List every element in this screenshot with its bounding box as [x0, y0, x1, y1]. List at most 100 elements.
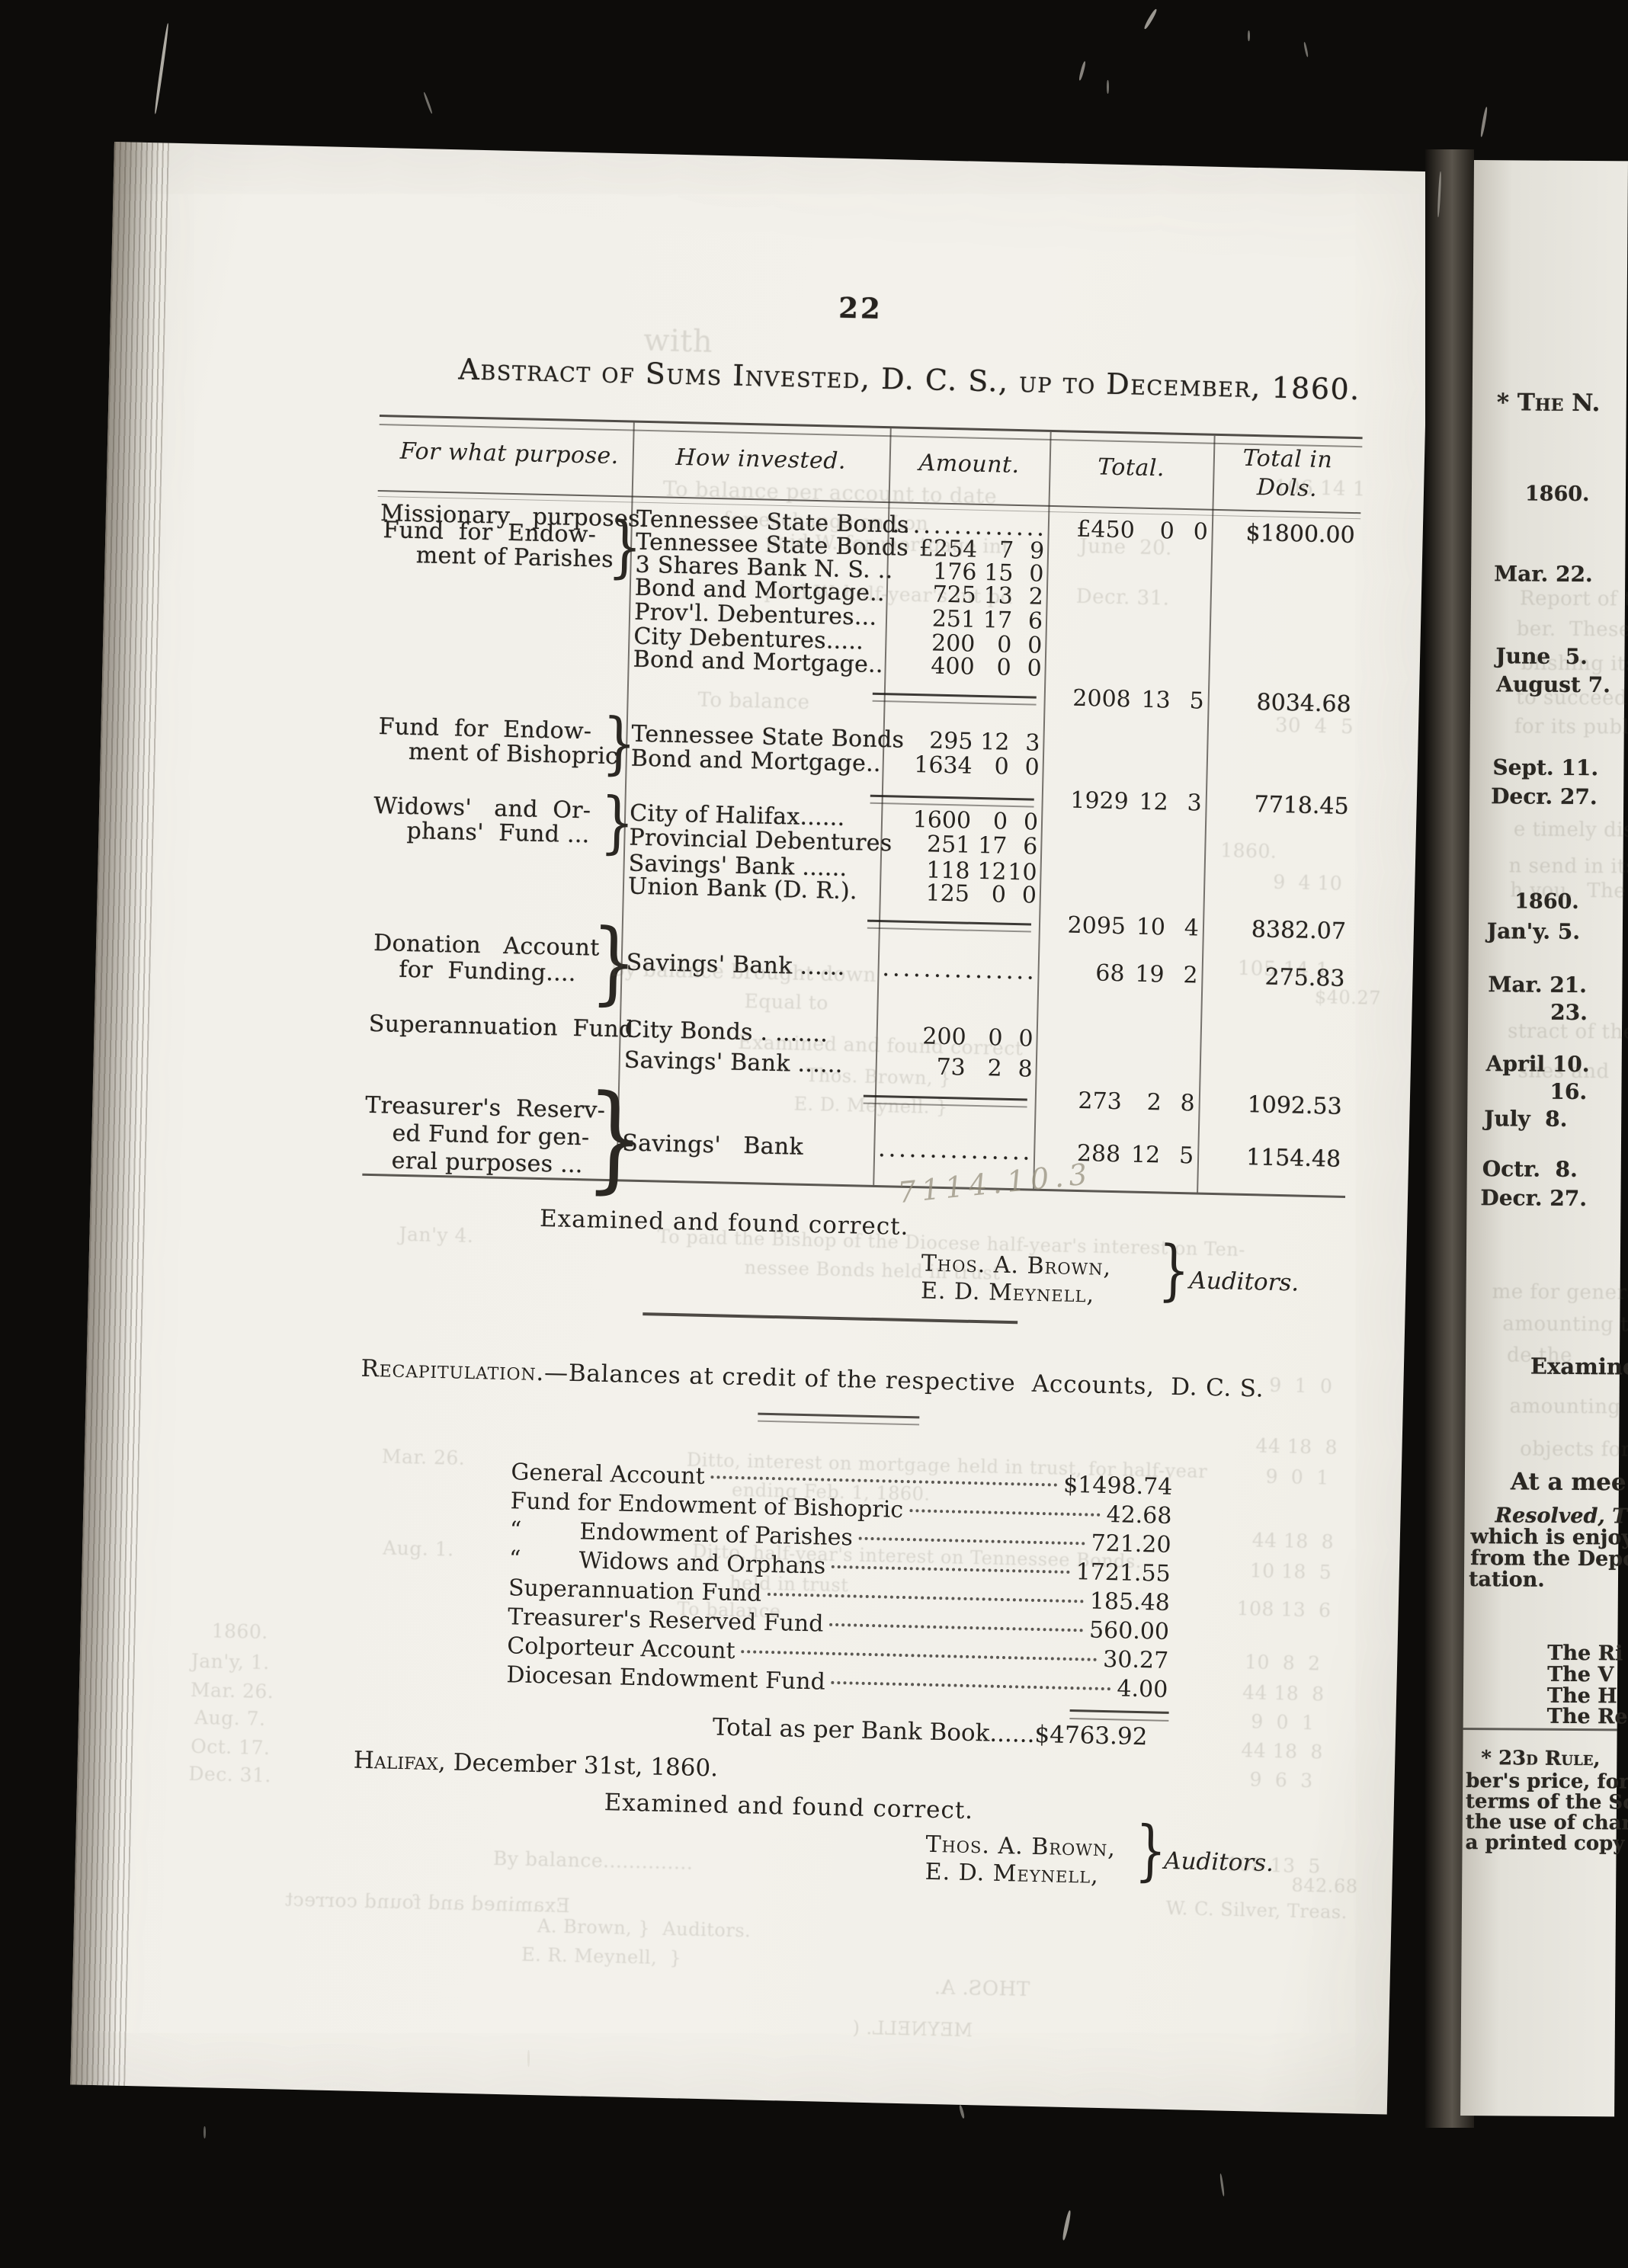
ghost-text: Report of the	[1519, 587, 1628, 611]
recap-value: 185.48	[1089, 1587, 1171, 1616]
total-part: 12	[1139, 788, 1169, 816]
leader-dots	[909, 1509, 1101, 1517]
auditors-label: Auditors.	[1189, 1267, 1300, 1297]
recap-underline	[758, 1412, 920, 1426]
right-page-text: 1860.	[1524, 482, 1590, 507]
dust-speck	[153, 23, 170, 114]
total-part: 19	[1134, 960, 1165, 988]
amount-part: 251	[926, 831, 971, 859]
dust-speck	[1107, 80, 1109, 94]
sum-rule	[872, 692, 1037, 706]
ghost-text: shes and	[1517, 1059, 1610, 1084]
ghost-text: blishing its	[1521, 652, 1628, 676]
ghost-text: Mar. 26.	[190, 1678, 274, 1703]
column-header-dols-1: Total in	[1242, 444, 1333, 474]
bank-book-total-value: $4763.92	[1034, 1720, 1148, 1751]
total-part: 5	[1178, 1142, 1194, 1170]
total-cell: 68 19 2	[1039, 959, 1200, 989]
leader-dots: ...................	[882, 955, 1034, 985]
ghost-text: 108 13 6	[1236, 1597, 1332, 1622]
ghost-text: with	[643, 322, 713, 360]
dateline: Halifax, December 31st, 1860.	[353, 1747, 718, 1783]
purpose-cell: ment of Bishopric	[408, 738, 619, 770]
ghost-text: 9 1 0	[1269, 1373, 1333, 1398]
dateline-date: December 31st, 1860.	[445, 1748, 719, 1783]
column-header-total: Total.	[1097, 453, 1165, 482]
book-page-left: 22 Abstract of Sums Invested, D. C. S., …	[70, 142, 1431, 2115]
total-part: 5	[1189, 687, 1205, 715]
dust-speck	[204, 2126, 206, 2138]
right-page-text: July 8.	[1484, 1106, 1568, 1132]
binding-edge	[70, 142, 169, 2086]
ghost-text: stract of the	[1507, 1020, 1628, 1044]
dust-speck	[1303, 41, 1309, 58]
total-cell: 2008 13 5	[1045, 684, 1206, 715]
ghost-text: for its publi-	[1514, 715, 1628, 739]
leader-dots	[741, 1650, 1098, 1661]
invested-cell: Bond and Mortgage..	[633, 645, 884, 679]
recap-heading: Recapitulation.—Balances at credit of th…	[361, 1355, 1345, 1405]
right-page-text: * 23d Rule,	[1481, 1747, 1601, 1771]
ghost-text: Jan'y 4.	[399, 1222, 474, 1248]
amount-part: 0	[1024, 754, 1040, 781]
amount-part: 17	[977, 831, 1008, 860]
ghost-text: E. R. Meynell, }	[521, 1943, 682, 1969]
total-part: 12	[1130, 1141, 1161, 1169]
ghost-text: Aug. 1.	[382, 1536, 454, 1561]
right-page-text: tation.	[1468, 1567, 1545, 1592]
ghost-text: 842.68	[1291, 1874, 1358, 1898]
purpose-cell: Treasurer's Reserv-	[365, 1091, 606, 1124]
right-page-text: Jan'y. 5.	[1486, 918, 1581, 944]
dust-speck	[527, 2050, 530, 2067]
right-page-text: Decr. 27.	[1480, 1185, 1588, 1212]
dust-speck	[1078, 60, 1087, 82]
amount-part: 0	[1023, 809, 1039, 836]
ghost-text: me for general	[1492, 1280, 1628, 1305]
ghost-text: e timely dis-	[1513, 818, 1628, 842]
ghost-text: Mar. 26.	[381, 1445, 466, 1469]
amount-part: 0	[994, 753, 1010, 780]
ghost-text: Examined and found correct	[284, 1888, 570, 1917]
dollars-cell: $1800.00	[1245, 519, 1356, 549]
ghost-text: h you. The	[1510, 879, 1626, 903]
total-part: 3	[1187, 790, 1203, 817]
ghost-text: 10 8 2	[1244, 1651, 1321, 1675]
ghost-text: for exchange on Lon	[723, 508, 929, 535]
ghost-text: By balance..............	[492, 1847, 694, 1874]
amount-part: 1634	[913, 751, 973, 780]
column-header-amount: Amount.	[918, 450, 1021, 479]
recap-value: 42.68	[1106, 1501, 1172, 1530]
page-number: 22	[838, 290, 883, 325]
ghost-text: amounting to	[1502, 1312, 1628, 1337]
dateline-city: Halifax,	[353, 1746, 447, 1776]
dollars-cell: 7718.45	[1254, 791, 1350, 820]
total-part: 10	[1136, 913, 1166, 941]
auditor-name-3: Thos. A. Brown,	[925, 1831, 1117, 1863]
dust-speck	[1061, 2209, 1072, 2241]
leader-dots	[831, 1680, 1111, 1691]
recap-value: 30.27	[1102, 1645, 1169, 1674]
total-part: 2008	[1072, 684, 1132, 713]
ghost-text: To balance	[677, 1598, 781, 1623]
amount-cell: 400 0 0	[886, 652, 1043, 682]
invested-cell: Union Bank (D. R.).	[627, 873, 858, 905]
total-part: 2	[1183, 962, 1198, 989]
ghost-text: held in trust	[729, 1571, 849, 1597]
total-cell: 273 2 8	[1036, 1087, 1197, 1117]
recap-sum-rule	[1069, 1709, 1169, 1722]
amount-part: 0	[992, 808, 1008, 835]
amount-part: 2	[1028, 583, 1044, 610]
recap-heading-rest: —Balances at credit of the respective Ac…	[543, 1359, 1264, 1403]
total-part: 2	[1146, 1089, 1162, 1116]
right-page-text: Decr. 27.	[1491, 783, 1598, 810]
ghost-text: amounting	[1509, 1395, 1621, 1419]
amount-part: 0	[1021, 882, 1037, 909]
ghost-text: n send in its	[1508, 854, 1628, 879]
recap-label: General Account	[511, 1459, 706, 1491]
ghost-text: Oct. 17.	[190, 1735, 271, 1760]
ghost-text: To balance	[697, 688, 810, 714]
ghost-text: 44 18 8	[1242, 1681, 1325, 1706]
ghost-text: 105 14 1	[1237, 956, 1329, 982]
ghost-text: 1860.	[211, 1619, 269, 1644]
